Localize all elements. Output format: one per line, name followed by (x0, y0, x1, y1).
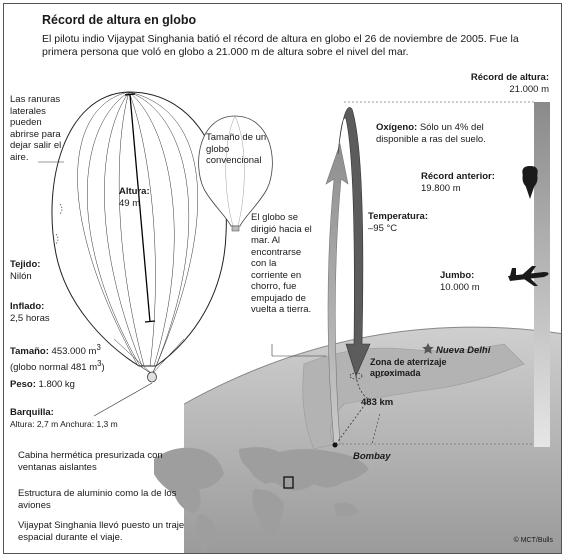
cabin-note: Cabina hermética presurizada con ventana… (18, 450, 163, 473)
fabric-spec: Tejido: Nilón (10, 259, 40, 282)
delhi-label: Nueva Delhi (436, 345, 491, 356)
inflation-label: Inflado: (10, 301, 45, 312)
size-note: (globo normal 481 m (10, 361, 98, 373)
record-altitude-value: 21.000 m (509, 83, 549, 95)
conventional-balloon-illustration (198, 115, 273, 232)
india-locator-box (283, 476, 294, 489)
inflation-value: 2,5 horas (10, 312, 50, 324)
size-spec: Tamaño: 453.000 m3 (globo normal 481 m3) (10, 343, 105, 373)
flight-path-note: El globo se dirigió hacia el mar. Al enc… (251, 212, 312, 315)
jumbo-info: Jumbo: 10.000 m (440, 270, 480, 293)
height-label-text: Altura: (119, 186, 150, 197)
height-value: 49 m (119, 197, 141, 209)
temperature-label: Temperatura: (368, 211, 429, 222)
intro-text: El pilotu indio Vijaypat Singhania batió… (42, 33, 519, 58)
weight-label: Peso: (10, 379, 36, 390)
gondola (147, 371, 157, 383)
infographic-artwork (38, 91, 561, 553)
inflation-spec: Inflado: 2,5 horas (10, 301, 50, 324)
oxygen-label: Oxígeno: (376, 122, 418, 133)
height-label: Altura: 49 m (119, 186, 150, 209)
weight-spec: Peso: 1.800 kg (10, 379, 75, 391)
structure-note: Estructura de aluminio como la de los av… (18, 488, 177, 511)
temperature-info: Temperatura: –95 °C (368, 211, 428, 234)
earth-horizon (184, 327, 561, 553)
temperature-value: –95 °C (368, 222, 398, 234)
vents-note: Las ranuras laterales pueden abrirse par… (10, 94, 62, 163)
record-altitude: Récord de altura: 21.000 m (471, 72, 549, 95)
bombay-marker (332, 442, 338, 448)
suit-note: Vijaypat Singhania llevó puesto un traje… (18, 520, 185, 543)
conventional-balloon-note: Tamaño de un globo convencional (206, 132, 267, 166)
page-title: Récord de altura en globo (42, 13, 197, 27)
world-map-inset (154, 447, 369, 553)
infographic: Récord de altura en globo El pilotu indi… (3, 3, 562, 554)
record-balloon-illustration (51, 91, 227, 383)
fabric-label: Tejido: (10, 259, 41, 270)
credit: © MCT/Bulls (513, 537, 553, 544)
previous-record: Récord anterior: 19.800 m (421, 171, 495, 194)
bombay-label: Bombay (353, 451, 391, 462)
previous-record-label: Récord anterior: (421, 171, 495, 182)
gondola-spec: Barquilla: Altura: 2,7 m Anchura: 1,3 m (10, 407, 118, 430)
delhi-star-icon (422, 343, 434, 354)
gondola-value: Altura: 2,7 m Anchura: 1,3 m (10, 418, 118, 429)
previous-record-value: 19.800 m (421, 182, 461, 194)
size-value: 453.000 m (51, 346, 97, 358)
weight-value: 1.800 kg (38, 379, 75, 390)
gondola-label: Barquilla: (10, 407, 54, 418)
ascent-arrow (325, 142, 349, 445)
previous-record-balloon-icon (522, 166, 538, 199)
fabric-value: Nilón (10, 270, 32, 282)
jumbo-value: 10.000 m (440, 281, 480, 293)
size-label: Tamaño: (10, 346, 49, 358)
oxygen-info: Oxígeno: Sólo un 4% del disponible a ras… (376, 122, 516, 145)
descent-arrow (337, 107, 371, 377)
oxygen-value: Sólo un 4% del disponible a ras del suel… (376, 122, 486, 145)
landing-zone-label: Zona de aterrizaje aproximada (370, 357, 447, 378)
distance-label: 483 km (361, 397, 394, 408)
jumbo-label: Jumbo: (440, 270, 475, 281)
jumbo-jet-icon (508, 266, 549, 286)
record-altitude-label: Récord de altura: (470, 72, 549, 83)
